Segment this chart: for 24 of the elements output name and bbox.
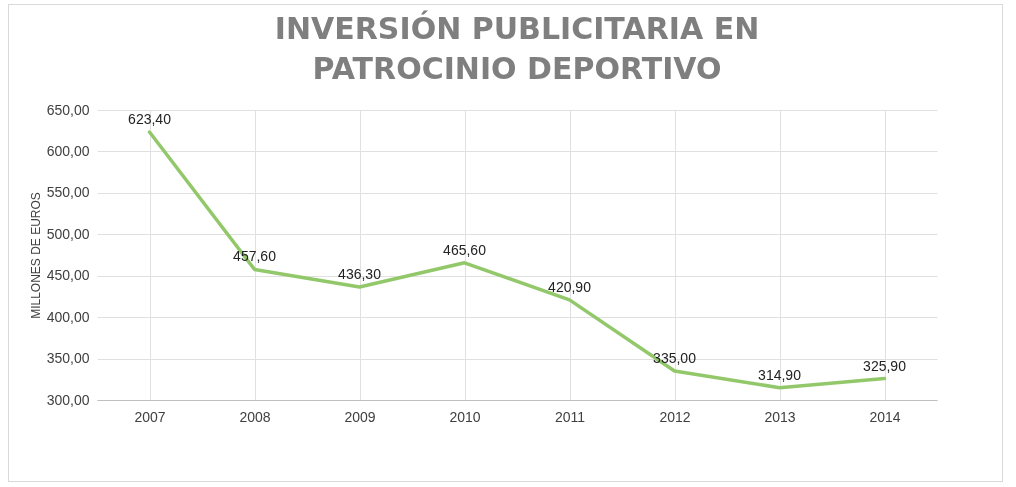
x-tick-label: 2008 — [239, 408, 271, 425]
x-tick-label: 2007 — [134, 408, 166, 425]
x-tick-label: 2013 — [764, 408, 796, 425]
y-tick-label: 650,00 — [46, 101, 90, 118]
y-tick-label: 600,00 — [46, 142, 90, 159]
data-label: 420,90 — [548, 278, 592, 295]
x-tick-label: 2009 — [344, 408, 376, 425]
data-label: 436,30 — [338, 266, 382, 283]
x-tick-label: 2014 — [869, 408, 901, 425]
chart-title: INVERSIÓN PUBLICITARIA EN PATROCINIO DEPORTIVO — [274, 10, 760, 86]
y-tick-label: 400,00 — [46, 308, 90, 325]
y-tick-label: 350,00 — [46, 350, 90, 367]
data-label: 623,40 — [128, 111, 172, 128]
x-tick-label: 2012 — [659, 408, 691, 425]
data-label: 314,90 — [758, 366, 802, 383]
x-tick-label: 2010 — [449, 408, 481, 425]
data-label: 465,60 — [443, 241, 487, 258]
y-tick-label: 550,00 — [46, 184, 90, 201]
x-tick-label: 2011 — [554, 408, 586, 425]
y-tick-label: 500,00 — [46, 225, 90, 242]
y-tick-label: 450,00 — [46, 267, 90, 284]
y-axis-title: MILLONES DE EUROS — [28, 192, 43, 319]
y-tick-label: 300,00 — [46, 391, 90, 408]
data-label: 325,90 — [863, 357, 907, 374]
